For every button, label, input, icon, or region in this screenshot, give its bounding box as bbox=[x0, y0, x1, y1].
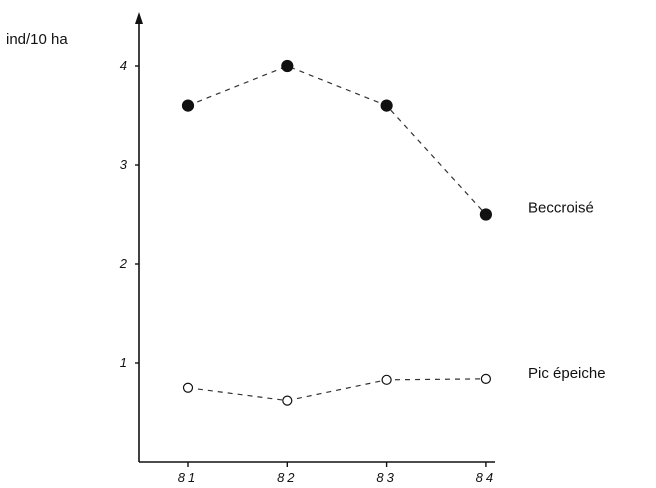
series-line-1 bbox=[187, 378, 486, 402]
data-point bbox=[282, 395, 293, 406]
data-point bbox=[281, 59, 294, 73]
x-tick-label: 84 bbox=[476, 470, 496, 485]
series-label: Beccroisé bbox=[528, 200, 594, 217]
y-tick-label: 2 bbox=[119, 256, 128, 271]
data-point bbox=[480, 373, 491, 384]
y-tick-label: 1 bbox=[120, 355, 127, 370]
series-labels: Beccroisé Pic épeiche bbox=[528, 200, 606, 382]
y-ticks: 1 2 3 4 bbox=[119, 58, 139, 370]
data-point bbox=[380, 99, 393, 112]
series-line-0 bbox=[187, 65, 487, 215]
x-tick-label: 82 bbox=[277, 470, 297, 485]
data-point bbox=[181, 99, 195, 112]
x-tick-label: 83 bbox=[376, 470, 396, 485]
y-tick-label: 4 bbox=[120, 58, 127, 73]
series-label: Pic épeiche bbox=[528, 365, 606, 382]
y-axis-arrow bbox=[135, 12, 143, 24]
x-tick-label: 81 bbox=[178, 470, 198, 485]
y-tick-label: 3 bbox=[120, 157, 128, 172]
series-layer bbox=[181, 59, 492, 406]
data-point bbox=[182, 382, 194, 393]
data-point bbox=[479, 208, 492, 221]
y-axis-label: ind/10 ha bbox=[6, 31, 68, 48]
x-ticks: 81 82 83 84 bbox=[178, 462, 496, 485]
data-point bbox=[381, 374, 392, 385]
